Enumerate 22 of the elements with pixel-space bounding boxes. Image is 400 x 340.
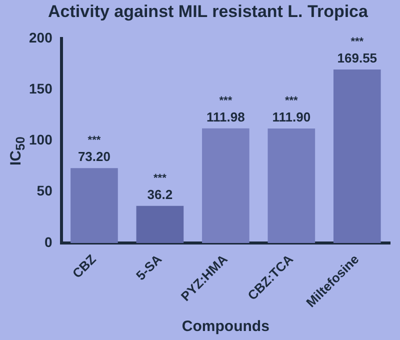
y-tick-label: 50: [36, 182, 53, 199]
bar: [333, 70, 381, 243]
bar: [268, 128, 316, 243]
chart-title: Activity against MIL resistant L. Tropica: [48, 2, 369, 21]
bar: [136, 206, 184, 243]
bar: [202, 128, 250, 243]
x-axis-title: Compounds: [182, 318, 270, 336]
y-tick-label: 100: [29, 132, 53, 148]
annotation: ***: [154, 172, 168, 184]
annotation: ***: [219, 94, 233, 107]
bar: [70, 168, 118, 243]
y-tick-label: 200: [29, 29, 53, 46]
y-tick-label: 0: [44, 234, 53, 250]
data-label: 111.98: [206, 110, 245, 125]
annotation: ***: [88, 134, 102, 147]
annotation: ***: [350, 36, 364, 48]
annotation: ***: [284, 95, 299, 108]
data-label: 73.20: [78, 149, 110, 164]
y-tick-label: 150: [29, 80, 53, 96]
data-label: 36.2: [147, 187, 173, 202]
data-label: 111.90: [272, 110, 311, 125]
data-label: 169.55: [337, 50, 378, 66]
